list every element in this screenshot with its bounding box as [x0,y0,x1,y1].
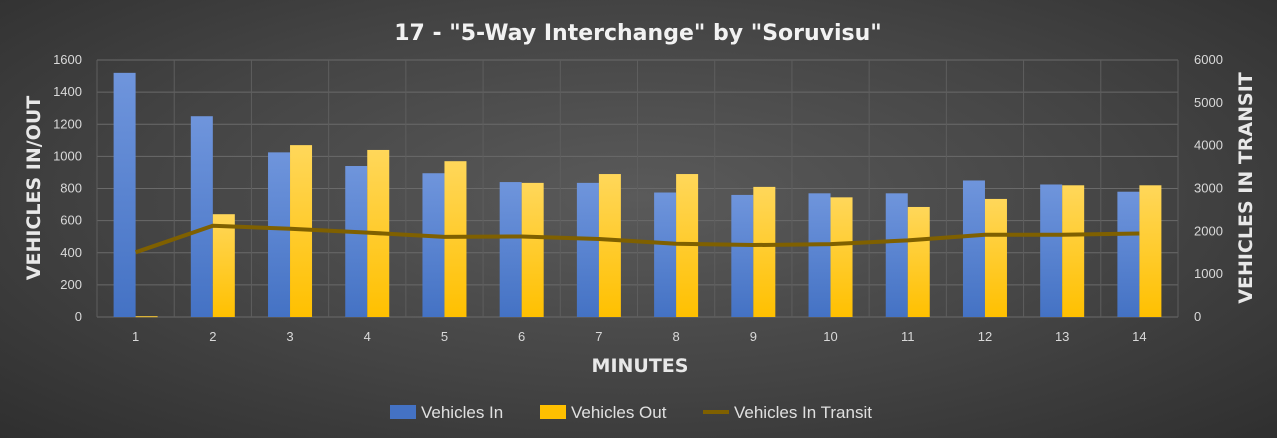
legend-label: Vehicles In [421,403,503,422]
legend-label: Vehicles In Transit [734,403,872,422]
bar-vehicles-in [190,116,213,317]
bar-vehicles-in [113,72,136,317]
bar-vehicles-out [753,186,776,317]
x-tick-label: 12 [978,329,992,344]
y2-tick-label: 4000 [1194,138,1223,153]
bar-vehicles-out [521,182,544,317]
bar-vehicles-out [1139,185,1162,317]
y2-tick-label: 0 [1194,309,1201,324]
bar-vehicles-in [1117,191,1140,317]
y2-axis-title: VEHICLES IN TRANSIT [1235,72,1257,304]
y2-tick-label: 3000 [1194,181,1223,196]
y2-tick-label: 5000 [1194,95,1223,110]
legend-label: Vehicles Out [571,403,667,422]
y-axis-ticks: 0 200 400 600 800 1000 1200 1400 1600 [53,52,82,324]
x-tick-label: 2 [209,329,216,344]
y-tick-label: 800 [60,181,82,196]
x-tick-label: 10 [823,329,837,344]
y-tick-label: 1400 [53,84,82,99]
bar-vehicles-in [962,180,985,317]
y-tick-label: 0 [75,309,82,324]
bar-vehicles-in [808,193,831,317]
y2-tick-label: 1000 [1194,266,1223,281]
bar-vehicles-out [444,161,467,317]
bar-vehicles-out [984,198,1007,317]
y-tick-label: 1200 [53,116,82,131]
y-tick-label: 1600 [53,52,82,67]
legend-swatch [540,405,566,419]
bar-vehicles-out [598,174,621,317]
y2-axis-ticks: 0 1000 2000 3000 4000 5000 6000 [1194,52,1223,324]
y-tick-label: 200 [60,277,82,292]
x-tick-label: 14 [1132,329,1146,344]
y-axis-title: VEHICLES IN/OUT [23,96,45,280]
x-axis-title: MINUTES [592,355,689,377]
bar-vehicles-out [212,214,235,317]
y-tick-label: 600 [60,213,82,228]
y2-tick-label: 2000 [1194,223,1223,238]
legend: Vehicles In Vehicles Out Vehicles In Trans… [390,403,872,422]
bar-vehicles-in [345,166,368,317]
x-tick-label: 11 [901,329,915,344]
transit-line [134,223,1140,255]
bar-vehicles-out [830,197,853,317]
bar-vehicles-in [1040,184,1063,317]
x-axis-ticks: 1 2 3 4 5 6 7 8 9 10 11 12 13 14 [132,329,1147,344]
line-vehicles-in-transit [134,223,1140,255]
bar-vehicles-out [1062,185,1085,317]
bar-vehicles-in [654,192,677,317]
bars [113,72,1162,318]
x-tick-label: 3 [286,329,293,344]
x-tick-label: 1 [132,329,139,344]
x-tick-label: 7 [595,329,602,344]
bar-vehicles-in [422,173,445,317]
bar-vehicles-in [885,193,908,317]
bar-vehicles-in [576,182,599,317]
bar-vehicles-in [268,152,291,317]
bar-vehicles-in [731,194,754,317]
x-tick-label: 6 [518,329,525,344]
x-tick-label: 4 [364,329,371,344]
y-tick-label: 1000 [53,148,82,163]
x-tick-label: 8 [672,329,679,344]
y2-tick-label: 6000 [1194,52,1223,67]
bar-vehicles-in [499,182,522,317]
legend-swatch [390,405,416,419]
y-tick-label: 400 [60,245,82,260]
x-tick-label: 9 [750,329,757,344]
gridlines [96,59,1179,318]
chart-title: 17 - "5-Way Interchange" by "Soruvisu" [394,21,882,46]
bar-vehicles-out [135,316,158,318]
x-tick-label: 13 [1055,329,1069,344]
bar-vehicles-out [907,206,930,317]
x-tick-label: 5 [441,329,448,344]
